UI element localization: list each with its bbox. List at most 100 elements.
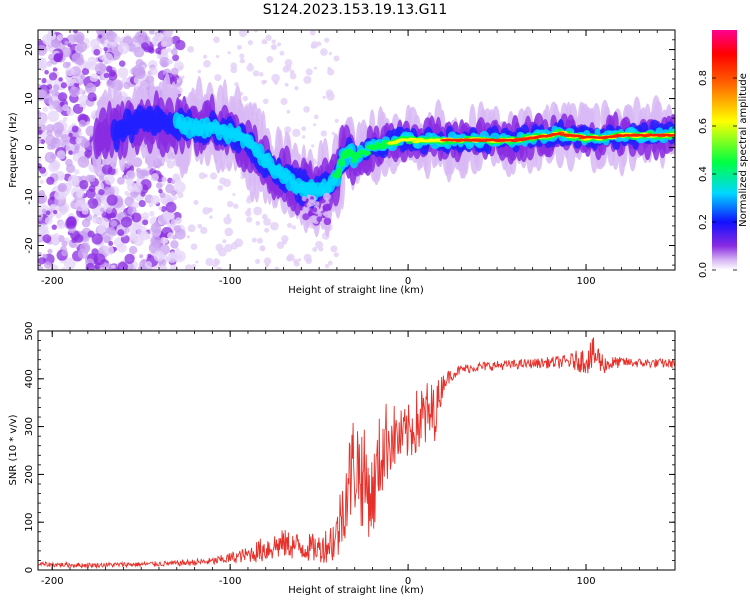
noise-blob — [120, 216, 133, 228]
noise-blob — [265, 263, 269, 268]
noise-blob — [48, 72, 58, 81]
noise-blob — [60, 82, 68, 89]
noise-blob — [91, 248, 99, 256]
noise-blob — [141, 258, 147, 265]
noise-blob — [223, 216, 232, 225]
noise-blob — [98, 175, 105, 181]
noise-blob — [303, 75, 312, 84]
noise-blob — [72, 75, 81, 84]
noise-blob — [294, 86, 299, 91]
snr-panel: -200 -100 0 100 0 100 200 300 400 500 Height of … — [8, 321, 676, 596]
noise-blob — [44, 151, 56, 164]
y-tick-label: 300 — [24, 417, 35, 436]
noise-blob — [186, 235, 191, 239]
noise-blob — [148, 66, 158, 76]
noise-blob — [38, 113, 48, 126]
noise-blob — [323, 210, 332, 218]
colorbar-tick-label: 0.8 — [698, 70, 709, 86]
noise-blob — [205, 257, 214, 267]
noise-blob — [57, 107, 63, 112]
noise-blob — [161, 176, 167, 182]
noise-blob — [305, 68, 313, 76]
noise-blob — [251, 237, 257, 243]
noise-blob — [209, 215, 213, 219]
noise-blob — [232, 192, 236, 197]
noise-blob — [110, 220, 118, 227]
noise-blob — [173, 225, 182, 233]
noise-blob — [219, 177, 227, 185]
y-tick-label: 200 — [24, 465, 35, 484]
noise-blob — [87, 198, 99, 209]
noise-blob — [140, 42, 149, 51]
noise-blob — [92, 216, 100, 224]
noise-blob — [203, 60, 211, 68]
noise-blob — [287, 253, 295, 262]
noise-blob — [174, 181, 186, 193]
noise-blob — [38, 234, 42, 242]
noise-blob — [214, 74, 222, 82]
spectrogram-x-label: Height of straight line (km) — [288, 285, 424, 296]
noise-blob — [160, 40, 168, 47]
noise-blob — [198, 172, 206, 180]
noise-blob — [39, 179, 44, 185]
noise-blob — [48, 88, 54, 94]
noise-blob — [310, 43, 316, 49]
y-tick-label: -10 — [24, 188, 35, 204]
noise-blob — [99, 207, 105, 213]
noise-blob — [157, 214, 168, 226]
noise-blob — [68, 132, 73, 138]
noise-blob — [38, 257, 46, 265]
figure-title: S124.2023.153.19.13.G11 — [263, 2, 448, 18]
noise-blob — [193, 199, 199, 206]
noise-blob — [222, 239, 227, 244]
noise-blob — [327, 68, 335, 76]
noise-blob — [98, 188, 105, 196]
noise-blob — [213, 258, 221, 265]
spectrogram-y-label: Frequency (Hz) — [8, 112, 19, 188]
y-tick-label: 0 — [24, 144, 35, 150]
noise-blob — [165, 184, 175, 194]
noise-blob — [291, 225, 297, 230]
x-tick-label: 0 — [405, 576, 411, 587]
noise-blob — [38, 138, 42, 144]
noise-blob — [177, 192, 184, 199]
noise-blob — [245, 209, 252, 217]
noise-blob — [124, 190, 130, 196]
noise-blob — [38, 265, 44, 270]
noise-blob — [309, 30, 316, 36]
noise-blob — [51, 137, 59, 145]
noise-blob — [47, 110, 60, 123]
noise-blob — [306, 202, 312, 208]
noise-blob — [298, 258, 302, 262]
noise-blob — [311, 215, 318, 222]
noise-blob — [322, 95, 326, 99]
noise-blob — [195, 260, 199, 264]
noise-blob — [55, 212, 62, 219]
noise-blob — [157, 50, 162, 55]
noise-blob — [56, 150, 66, 160]
noise-blob — [293, 261, 300, 267]
snr-frame — [37, 330, 676, 571]
noise-blob — [38, 44, 47, 56]
noise-blob — [286, 109, 291, 114]
noise-blob — [38, 195, 45, 204]
noise-blob — [155, 182, 163, 189]
noise-blob — [123, 81, 131, 90]
spectral-ridge-cell — [353, 154, 363, 159]
spectral-ridge-cell — [337, 158, 346, 168]
noise-blob — [42, 229, 50, 236]
noise-blob — [59, 174, 65, 180]
noise-blob — [51, 224, 58, 230]
noise-blob — [51, 237, 60, 246]
spectral-ridge-cell — [362, 150, 372, 156]
colorbar-tick-label: 0.0 — [698, 262, 709, 278]
noise-blob — [238, 30, 248, 38]
noise-blob — [169, 264, 179, 270]
noise-blob — [292, 128, 301, 138]
noise-blob — [93, 253, 106, 266]
noise-blob — [279, 50, 285, 56]
noise-blob — [330, 245, 338, 253]
noise-blob — [227, 51, 231, 55]
noise-blob — [289, 72, 297, 80]
